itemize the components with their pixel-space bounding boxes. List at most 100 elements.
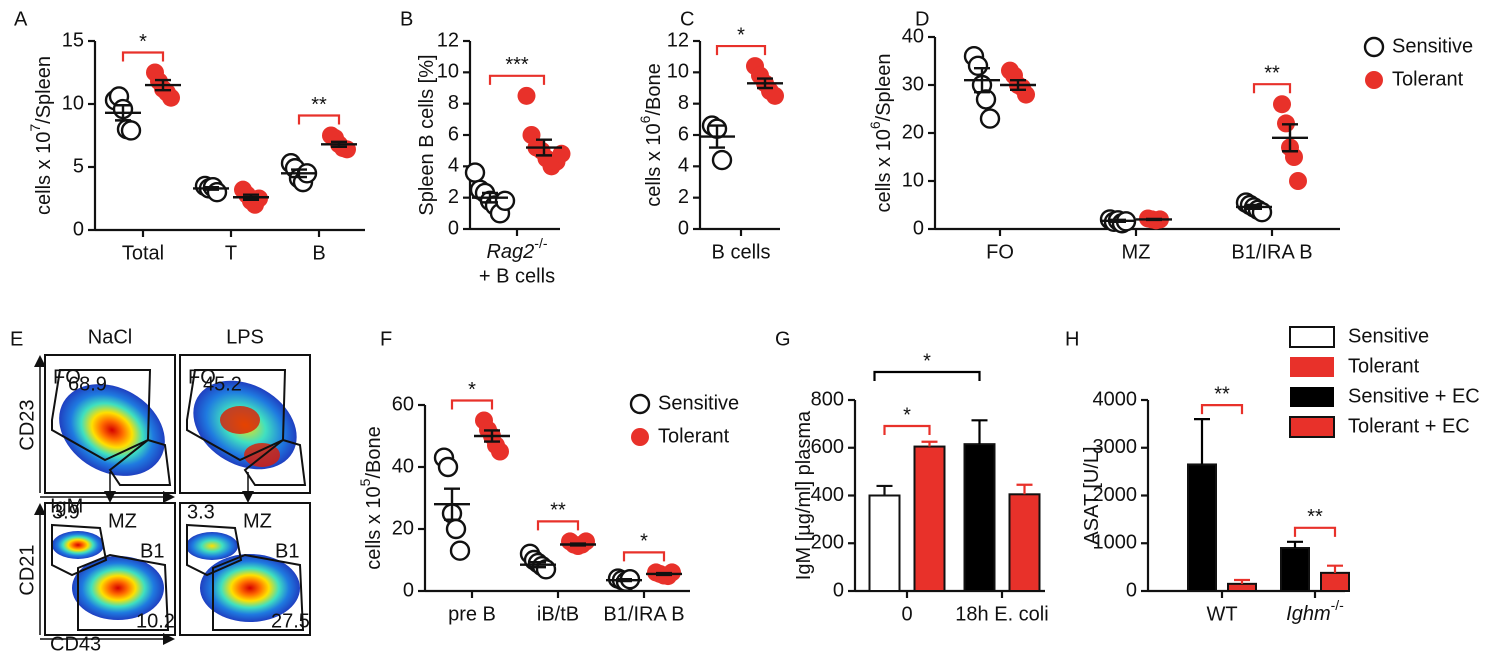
- y-tick-label: 6: [678, 123, 689, 145]
- y-tick-label: 0: [678, 217, 689, 239]
- legend-label: Sensitive: [1392, 35, 1473, 57]
- significance-bracket: [1293, 526, 1337, 537]
- y-tick-label: 0: [913, 217, 924, 239]
- text-part: Rag2: [486, 241, 534, 263]
- legend-label: Sensitive + EC: [1348, 385, 1480, 407]
- y-tick-label: 20: [902, 121, 924, 143]
- panel-label: D: [915, 8, 929, 30]
- error-bar: [1287, 540, 1303, 549]
- y-tick-label: 800: [811, 388, 844, 410]
- data-point: [464, 162, 486, 183]
- gate-value: 3.9: [52, 501, 80, 523]
- error-bar: [1110, 218, 1126, 223]
- error-bar: [291, 168, 307, 179]
- error-bar: [1016, 483, 1033, 495]
- text-part: IgM [µg/ml] plasma: [793, 410, 815, 580]
- y-axis-label: ASAT [U/L]: [1081, 446, 1103, 544]
- significance-bracket: [873, 370, 981, 381]
- text-part: 6: [637, 115, 653, 123]
- data-point: [445, 518, 467, 540]
- y-tick-label: 4: [448, 155, 459, 177]
- significance-label: *: [139, 31, 147, 53]
- bar: [1320, 571, 1350, 592]
- error-bar: [115, 104, 131, 122]
- y-tick-label: 400: [811, 484, 844, 506]
- legend-marker: [1363, 36, 1385, 58]
- y-tick-label: 0: [1126, 579, 1137, 601]
- text-part: cells x 10: [643, 123, 665, 206]
- y-tick-label: 5: [73, 155, 84, 177]
- data-point: [766, 86, 784, 105]
- legend-label: Tolerant: [1392, 68, 1464, 90]
- legend-swatch: [1289, 416, 1335, 438]
- data-point: [120, 120, 142, 141]
- x-tick-label: T: [225, 242, 237, 264]
- text-part: 5: [357, 478, 373, 486]
- data-point: [1017, 85, 1035, 104]
- y-tick-label: 6: [448, 123, 459, 145]
- significance-label: **: [1264, 62, 1280, 84]
- significance-label: **: [550, 500, 566, 522]
- data-point: [449, 540, 471, 561]
- bar: [913, 445, 946, 592]
- y-tick-label: 0: [448, 217, 459, 239]
- legend-label: Sensitive: [1348, 325, 1429, 347]
- x-tick-label: Ighm-/-: [1286, 597, 1344, 626]
- bar: [1227, 582, 1257, 593]
- y-tick-label: 12: [437, 29, 459, 51]
- legend-marker: [631, 428, 649, 446]
- text-part: -/-: [1331, 597, 1345, 613]
- y-tick-label: 20: [392, 517, 414, 539]
- significance-label: *: [737, 24, 745, 46]
- x-tick-label: B1/IRA B: [603, 603, 684, 625]
- error-bar: [757, 77, 773, 90]
- data-point: [206, 181, 228, 203]
- error-bar: [971, 419, 988, 445]
- x-tick-label: B cells: [712, 241, 771, 263]
- significance-bracket: [536, 520, 580, 531]
- panel-label: C: [680, 8, 694, 30]
- y-axis-label: IgM [µg/ml] plasma: [793, 410, 815, 580]
- gate-value: 68.9: [68, 373, 107, 395]
- bar: [868, 494, 901, 592]
- column-label: LPS: [226, 326, 264, 348]
- gate-name: MZ: [108, 510, 137, 532]
- error-bar: [444, 487, 460, 521]
- significance-label: **: [1307, 506, 1323, 528]
- data-point: [517, 86, 536, 105]
- gate-name: FO: [188, 366, 216, 388]
- gate-name: FO: [53, 366, 81, 388]
- y-axis-label: cells x 105/Bone: [357, 426, 386, 569]
- data-point: [250, 189, 268, 208]
- flow-axis-label: IgM: [50, 495, 83, 517]
- flow-axis-label: CD43: [50, 633, 101, 654]
- significance-bracket: [1200, 404, 1244, 415]
- text-part: /Bone: [363, 426, 385, 478]
- x-tick-sublabel: + B cells: [479, 265, 555, 287]
- error-bar: [656, 571, 672, 577]
- data-point: [1289, 172, 1307, 190]
- data-point: [437, 456, 459, 478]
- y-tick-label: 200: [811, 532, 844, 554]
- panel-label: E: [10, 328, 23, 350]
- y-tick-label: 3000: [1093, 436, 1138, 458]
- text-part: Ighm: [1286, 603, 1330, 625]
- y-tick-label: 8: [448, 92, 459, 114]
- y-axis-label: cells x 106/Spleen: [867, 53, 896, 212]
- data-point: [491, 442, 509, 461]
- y-tick-label: 60: [392, 393, 414, 415]
- significance-bracket: [297, 114, 341, 125]
- y-tick-label: 2: [448, 186, 459, 208]
- data-point: [162, 88, 180, 107]
- y-axis-label: cells x 106/Bone: [637, 63, 666, 206]
- data-point: [711, 149, 733, 171]
- bar: [1280, 547, 1310, 593]
- significance-label: *: [640, 531, 648, 553]
- text-part: Spleen B cells [%]: [416, 54, 438, 215]
- y-axis-label: cells x 107/Spleen: [27, 56, 56, 215]
- legend-label: Sensitive: [658, 392, 739, 414]
- error-bar: [1246, 203, 1262, 211]
- y-tick-label: 2000: [1093, 484, 1138, 506]
- error-bar: [484, 429, 500, 443]
- text-part: cells x 10: [33, 132, 55, 215]
